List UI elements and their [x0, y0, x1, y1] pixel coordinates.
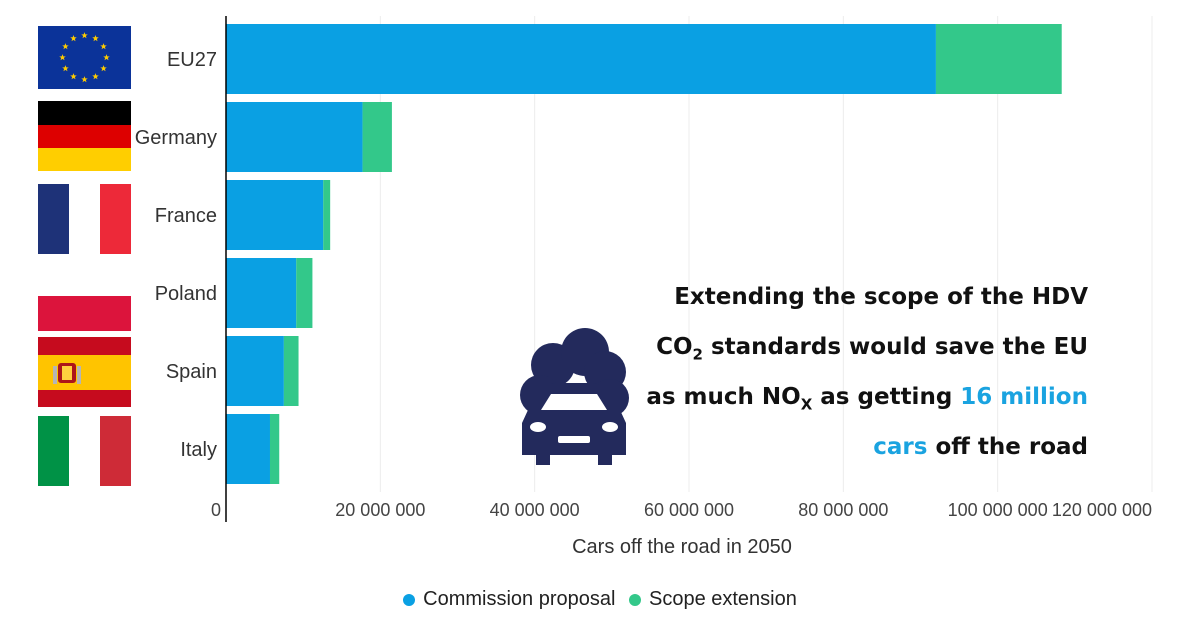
- star-icon: [81, 76, 88, 83]
- eu-flag: [38, 26, 131, 89]
- category-label: Italy: [180, 439, 217, 461]
- legend: Commission proposal Scope extension: [0, 588, 1200, 612]
- x-tick-label: 120 000 000: [1052, 500, 1152, 520]
- x-tick-label: 20 000 000: [335, 500, 425, 520]
- bar-scope-poland[interactable]: [296, 258, 313, 328]
- germany-flag: [38, 101, 131, 171]
- legend-label: Commission proposal: [423, 588, 616, 610]
- x-tick-label: 0: [211, 500, 221, 520]
- bar-scope-germany[interactable]: [362, 102, 392, 172]
- italy-flag: [38, 416, 131, 486]
- star-icon: [92, 73, 99, 80]
- poland-flag: [38, 262, 131, 331]
- bar-commission-spain[interactable]: [226, 336, 284, 406]
- star-icon: [81, 32, 88, 39]
- x-tick-labels: 0 20 000 000 40 000 000 60 000 000 80 000 00…: [211, 500, 1152, 520]
- bar-commission-germany[interactable]: [226, 102, 363, 172]
- flag-column: [38, 26, 131, 486]
- star-icon: [70, 73, 77, 80]
- star-icon: [62, 43, 69, 50]
- bar-scope-france[interactable]: [323, 180, 331, 250]
- category-label: Germany: [135, 127, 217, 149]
- star-icon: [70, 35, 77, 42]
- spain-flag: [38, 337, 131, 407]
- bar-scope-italy[interactable]: [269, 414, 280, 484]
- star-icon: [92, 35, 99, 42]
- category-label: EU27: [167, 49, 217, 71]
- grid-lines: [379, 16, 1153, 492]
- bar-commission-poland[interactable]: [226, 258, 297, 328]
- annotation-line-1: Extending the scope of the HDV: [674, 284, 1088, 310]
- legend-dot-icon: [403, 593, 416, 606]
- coat-of-arms-icon: [53, 363, 81, 384]
- legend-item-commission[interactable]: Commission proposal: [403, 588, 615, 611]
- category-label: Poland: [155, 283, 217, 305]
- x-tick-label: 40 000 000: [490, 500, 580, 520]
- category-label: Spain: [166, 361, 217, 383]
- star-icon: [103, 54, 110, 61]
- legend-dot-icon: [628, 593, 641, 606]
- star-icon: [62, 65, 69, 72]
- bar-scope-spain[interactable]: [283, 336, 299, 406]
- annotation-line-2: CO2 standards would save the EU: [656, 334, 1088, 364]
- star-icon: [100, 43, 107, 50]
- bar-scope-eu27[interactable]: [935, 24, 1062, 94]
- legend-label: Scope extension: [648, 588, 797, 610]
- category-labels: EU27 Germany France Poland Spain Italy: [135, 49, 217, 461]
- x-tick-label: 100 000 000: [948, 500, 1048, 520]
- annotation-text: Extending the scope of the HDV CO2 stand…: [560, 272, 1088, 472]
- annotation-line-4: cars off the road: [873, 434, 1088, 460]
- x-tick-label: 60 000 000: [644, 500, 734, 520]
- france-flag: [38, 184, 131, 254]
- bar-commission-eu27[interactable]: [226, 24, 936, 94]
- bar-commission-italy[interactable]: [226, 414, 270, 484]
- star-icon: [59, 54, 66, 61]
- bar-commission-france[interactable]: [226, 180, 324, 250]
- category-label: France: [155, 205, 217, 227]
- x-tick-label: 80 000 000: [798, 500, 888, 520]
- annotation-line-3: as much NOX as getting 16 million: [646, 384, 1088, 414]
- star-icon: [100, 65, 107, 72]
- x-axis-label: Cars off the road in 2050: [572, 536, 792, 558]
- legend-item-scope[interactable]: Scope extension: [628, 588, 797, 611]
- polluting-car-icon: [520, 328, 629, 465]
- bars: [226, 24, 1062, 484]
